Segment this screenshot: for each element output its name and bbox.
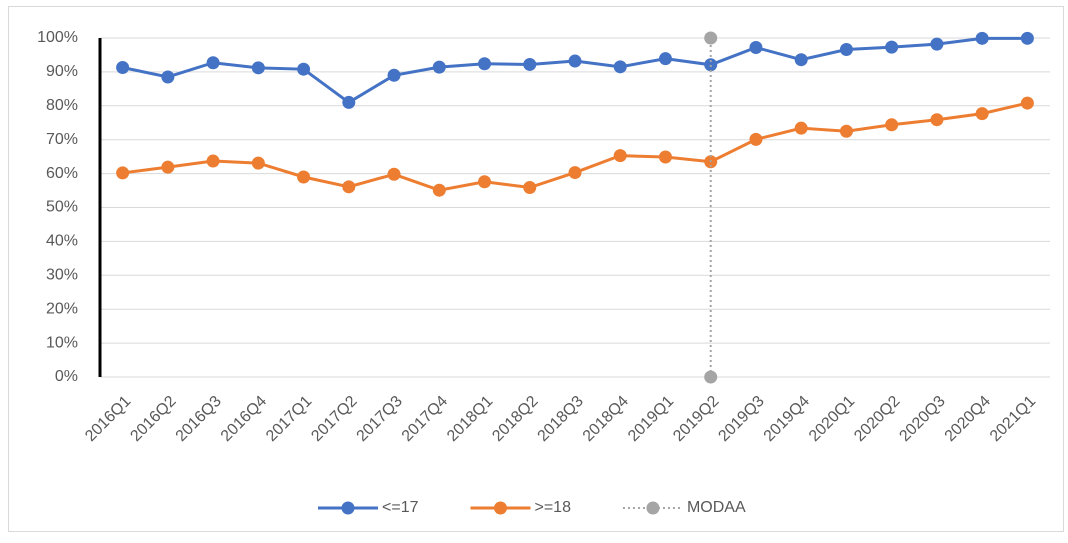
marker — [342, 180, 356, 194]
marker — [161, 70, 175, 84]
marker — [975, 107, 989, 121]
marker — [885, 40, 899, 54]
marker — [206, 56, 220, 70]
y-tick-label: 70% — [46, 131, 78, 148]
marker — [523, 180, 537, 194]
marker — [704, 370, 718, 384]
marker — [387, 167, 401, 181]
marker — [794, 53, 808, 67]
y-tick-label: 50% — [46, 199, 78, 216]
y-tick-label: 90% — [46, 63, 78, 80]
marker — [794, 121, 808, 135]
marker — [297, 170, 311, 184]
marker — [704, 31, 718, 45]
legend-marker — [493, 501, 507, 515]
marker — [930, 113, 944, 127]
marker — [885, 118, 899, 132]
marker — [568, 54, 582, 68]
legend-label: >=18 — [534, 499, 571, 516]
marker — [839, 43, 853, 57]
marker — [975, 31, 989, 45]
marker — [116, 166, 130, 180]
marker — [613, 60, 627, 74]
chart-border — [8, 6, 1064, 532]
y-tick-label: 30% — [46, 267, 78, 284]
marker — [658, 150, 672, 164]
marker — [206, 154, 220, 168]
legend-marker — [341, 501, 355, 515]
marker — [161, 160, 175, 174]
marker — [297, 62, 311, 76]
marker — [478, 57, 492, 71]
y-tick-label: 20% — [46, 300, 78, 317]
marker — [342, 95, 356, 109]
y-tick-label: 0% — [55, 368, 78, 385]
legend-label: MODAA — [687, 499, 746, 516]
marker — [478, 175, 492, 189]
marker — [523, 57, 537, 71]
marker — [749, 132, 763, 146]
legend-marker — [646, 501, 660, 515]
marker — [251, 156, 265, 170]
marker — [1020, 31, 1034, 45]
legend-label: <=17 — [382, 499, 419, 516]
marker — [930, 37, 944, 51]
marker — [116, 60, 130, 74]
y-tick-label: 40% — [46, 233, 78, 250]
marker — [1020, 96, 1034, 110]
y-tick-label: 60% — [46, 165, 78, 182]
marker — [387, 68, 401, 82]
marker — [658, 52, 672, 66]
y-tick-label: 100% — [37, 29, 78, 46]
marker — [432, 183, 446, 197]
marker — [839, 124, 853, 138]
y-tick-label: 10% — [46, 334, 78, 351]
y-tick-label: 80% — [46, 97, 78, 114]
marker — [613, 149, 627, 163]
marker — [568, 166, 582, 180]
marker — [749, 40, 763, 54]
marker — [704, 58, 718, 72]
marker — [251, 61, 265, 75]
marker — [432, 60, 446, 74]
